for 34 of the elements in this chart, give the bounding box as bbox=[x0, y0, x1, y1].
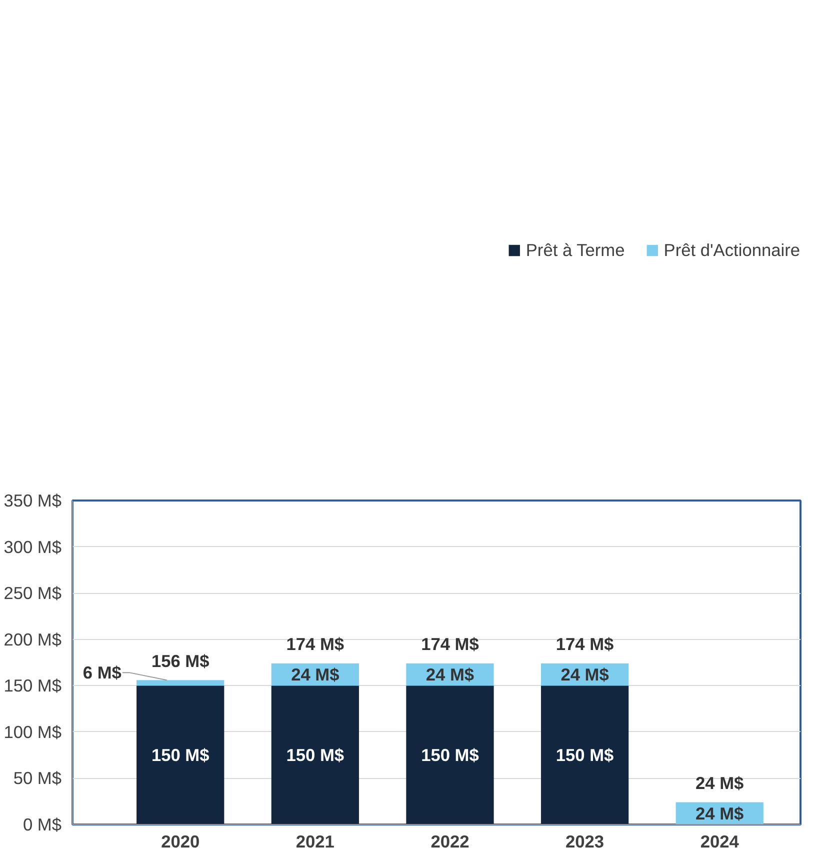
legend-label: Prêt à Terme bbox=[526, 240, 625, 260]
x-tick-label: 2022 bbox=[430, 832, 470, 852]
x-tick-label: 2020 bbox=[161, 832, 200, 852]
y-tick-label: 0 M$ bbox=[22, 814, 62, 834]
y-tick-label: 100 M$ bbox=[4, 722, 62, 742]
y-tick-label: 150 M$ bbox=[4, 676, 62, 696]
total-label: 174 M$ bbox=[421, 634, 480, 654]
total-label: 156 M$ bbox=[151, 650, 210, 671]
bar bbox=[271, 686, 359, 824]
total-label: 24 M$ bbox=[696, 773, 744, 794]
y-tick-label: 350 M$ bbox=[4, 490, 62, 510]
data-label: 150 M$ bbox=[286, 745, 344, 766]
data-label: 24 M$ bbox=[560, 664, 610, 685]
data-label: 24 M$ bbox=[426, 664, 474, 685]
bar bbox=[540, 686, 629, 824]
y-tick-label: 200 M$ bbox=[4, 629, 62, 650]
x-tick-label: 2023 bbox=[566, 832, 604, 852]
data-label: 24 M$ bbox=[696, 803, 744, 824]
data-label: 150 M$ bbox=[556, 745, 614, 766]
legend-label: Prêt d'Actionnaire bbox=[664, 240, 800, 260]
bar bbox=[136, 680, 224, 686]
data-label: 24 M$ bbox=[291, 664, 340, 685]
x-tick-label: 2024 bbox=[700, 832, 740, 852]
data-label: 6 M$ bbox=[82, 662, 122, 683]
x-tick-label: 2021 bbox=[296, 832, 335, 852]
data-label: 150 M$ bbox=[151, 745, 210, 766]
total-label: 174 M$ bbox=[556, 634, 614, 654]
data-label: 150 M$ bbox=[421, 745, 480, 766]
y-tick-label: 250 M$ bbox=[4, 583, 62, 604]
bar bbox=[406, 686, 494, 824]
bar bbox=[136, 686, 224, 824]
y-tick-label: 50 M$ bbox=[13, 768, 62, 788]
y-tick-label: 300 M$ bbox=[4, 536, 62, 557]
total-label: 174 M$ bbox=[286, 634, 344, 654]
